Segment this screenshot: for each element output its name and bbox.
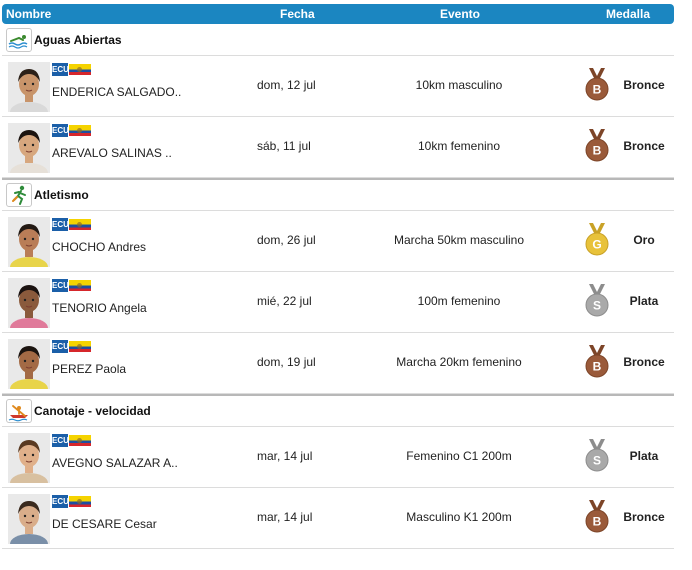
bronze-medal-icon: B [584,129,610,163]
country-flag: ECU [52,434,92,447]
country-flag: ECU [52,495,92,508]
athlete-name[interactable]: AVEGNO SALAZAR A.. [52,456,178,470]
table-row[interactable]: ECU AREVALO SALINAS .. sáb, 11 jul 10km fem… [2,117,674,178]
table-header: Nombre Fecha Evento Medalla [2,4,674,24]
sport-section-header: Atletismo [2,178,674,211]
medal-letter: B [593,83,602,97]
header-event: Evento [440,7,481,21]
athlete-name[interactable]: CHOCHO Andres [52,240,147,254]
athlete-photo [8,123,50,173]
athlete-photo [8,62,50,112]
bronze-medal-icon: B [584,345,610,379]
table-row[interactable]: ECU PEREZ Paola dom, 19 jul Marcha 20km fem… [2,333,674,394]
event-date: dom, 12 jul [257,78,316,92]
event-date: dom, 26 jul [257,233,316,247]
event-date: mar, 14 jul [257,510,313,524]
sport-name: Canotaje - velocidad [34,404,151,418]
country-code: ECU [52,218,69,231]
country-code: ECU [52,495,69,508]
event-name: Masculino K1 200m [406,510,512,524]
country-flag: ECU [52,63,92,76]
country-code: ECU [52,279,69,292]
country-flag: ECU [52,279,92,292]
event-name: Marcha 20km femenino [396,355,522,369]
athlete-name[interactable]: AREVALO SALINAS .. [52,146,172,160]
athlete-name[interactable]: PEREZ Paola [52,362,127,376]
ecuador-flag-icon [69,64,91,75]
medal-label: Bronce [623,139,665,153]
medal-letter: B [593,144,602,158]
sport-section-header: Aguas Abiertas [2,25,674,56]
event-name: Femenino C1 200m [406,449,512,463]
event-name: 100m femenino [417,294,501,308]
silver-medal-icon: S [584,284,610,318]
country-code: ECU [52,434,69,447]
medal-label: Bronce [623,78,665,92]
ecuador-flag-icon [69,280,91,291]
athlete-name[interactable]: TENORIO Angela [52,301,147,315]
ecuador-flag-icon [69,219,91,230]
event-date: sáb, 11 jul [257,139,311,153]
ecuador-flag-icon [69,125,91,136]
event-name: Marcha 50km masculino [393,233,525,247]
gold-medal-icon: G [584,223,610,257]
country-code: ECU [52,63,69,76]
medal-label: Plata [629,449,659,463]
country-code: ECU [52,340,69,353]
athlete-photo [8,494,50,544]
header-name: Nombre [6,7,52,21]
athlete-photo [8,217,50,267]
ecuador-flag-icon [69,435,91,446]
athlete-photo [8,278,50,328]
header-medal: Medalla [606,7,651,21]
medal-letter: B [593,515,602,529]
swimming-icon [6,28,32,52]
event-name: 10km masculino [415,78,503,92]
event-date: dom, 19 jul [257,355,316,369]
table-row[interactable]: ECU AVEGNO SALAZAR A.. mar, 14 jul Femenino… [2,427,674,488]
header-date: Fecha [280,7,315,21]
medal-label: Oro [633,233,655,247]
athlete-photo [8,339,50,389]
canoe-icon [6,399,32,423]
country-flag: ECU [52,124,92,137]
bronze-medal-icon: B [584,68,610,102]
table-row[interactable]: ECU ENDERICA SALGADO.. dom, 12 jul 10km mas… [2,56,674,117]
athlete-photo [8,433,50,483]
ecuador-flag-icon [69,341,91,352]
medal-letter: B [593,360,602,374]
athlete-name[interactable]: ENDERICA SALGADO.. [52,85,182,99]
medal-letter: S [593,299,601,313]
medal-letter: G [592,238,601,252]
event-name: 10km femenino [417,139,501,153]
table-row[interactable]: ECU CHOCHO Andres dom, 26 jul Marcha 50km m… [2,211,674,272]
medal-letter: S [593,454,601,468]
medal-label: Plata [629,294,659,308]
sport-section-header: Canotaje - velocidad [2,394,674,427]
country-flag: ECU [52,218,92,231]
medal-label: Bronce [623,355,665,369]
athlete-name[interactable]: DE CESARE Cesar [52,517,157,531]
table-row[interactable]: ECU TENORIO Angela mié, 22 jul 100m femenin… [2,272,674,333]
ecuador-flag-icon [69,496,91,507]
bronze-medal-icon: B [584,500,610,534]
running-icon [6,183,32,207]
country-flag: ECU [52,340,92,353]
silver-medal-icon: S [584,439,610,473]
sport-name: Atletismo [34,188,89,202]
event-date: mar, 14 jul [257,449,313,463]
medal-label: Bronce [623,510,665,524]
country-code: ECU [52,124,69,137]
sport-name: Aguas Abiertas [34,33,122,47]
event-date: mié, 22 jul [257,294,312,308]
table-row[interactable]: ECU DE CESARE Cesar mar, 14 jul Masculino K… [2,488,674,549]
